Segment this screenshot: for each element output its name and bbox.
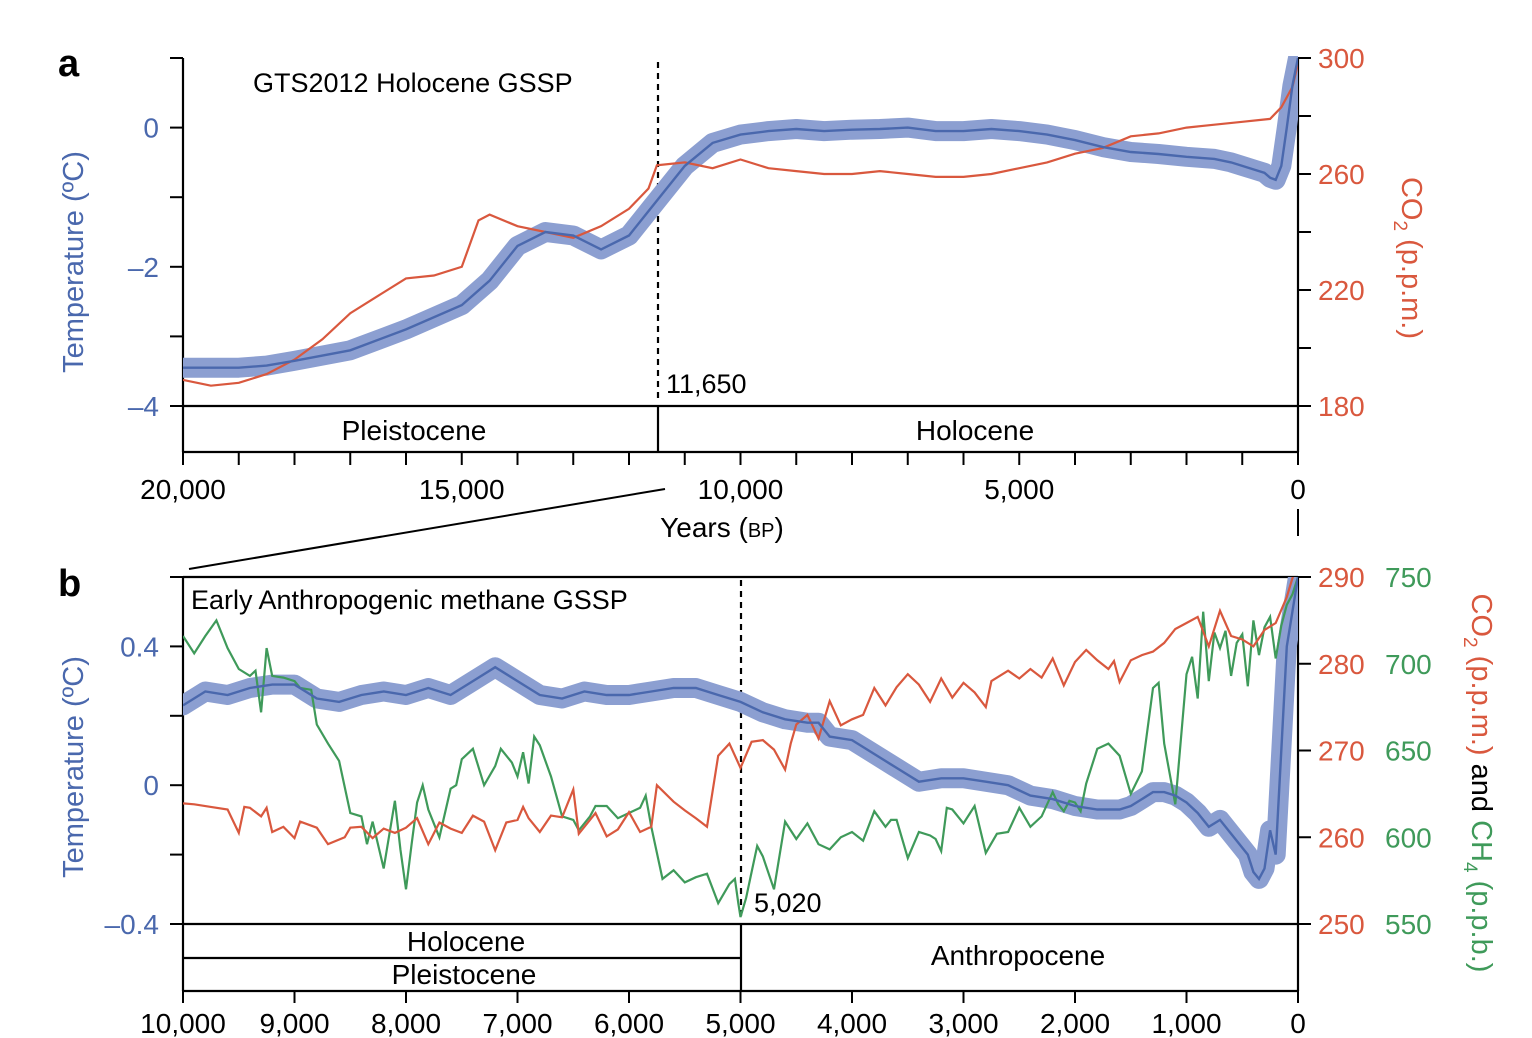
- panel-a-x-axis-label: Years (BP): [660, 512, 784, 543]
- panel-a-right-ticks: 300 260 220 180: [1298, 43, 1365, 422]
- panel-b: b Early Anthropogenic methane GSSP 5,020…: [58, 562, 1497, 1038]
- co2-tick-label: 250: [1318, 909, 1365, 940]
- y-left-tick-label: –4: [128, 391, 159, 422]
- temperature-series-line: [183, 57, 1298, 369]
- ch4-tick-label: 750: [1385, 562, 1432, 593]
- panel-b-right-axis-label: CO2 (p.p.m.) and CH4 (p.p.b.): [1459, 594, 1497, 973]
- x-tick-label: 15,000: [419, 474, 505, 505]
- x-tick-label: 20,000: [140, 474, 226, 505]
- y-right-tick-label: 220: [1318, 275, 1365, 306]
- x-tick-label: 0: [1290, 1008, 1306, 1038]
- panel-b-left-ticks: 0.4 0 –0.4: [105, 576, 183, 940]
- co2-series-line: [183, 63, 1298, 387]
- panel-a-epoch-pleistocene: Pleistocene: [342, 415, 487, 446]
- panel-b-left-axis-label: Temperature (ºC): [58, 656, 90, 878]
- panel-b-epoch-anthropocene: Anthropocene: [931, 940, 1105, 971]
- panel-a-annotation: GTS2012 Holocene GSSP: [253, 68, 573, 98]
- co2-tick-label: 260: [1318, 822, 1365, 853]
- co2-tick-label: 270: [1318, 736, 1365, 767]
- x-tick-label: 3,000: [928, 1008, 998, 1038]
- y-left-tick-label: 0: [143, 770, 159, 801]
- y-right-tick-label: 180: [1318, 391, 1365, 422]
- x-tick-label: 5,000: [705, 1008, 775, 1038]
- panel-b-series: [183, 577, 1298, 918]
- panel-a-right-axis-label: CO2 (p.p.m.): [1389, 177, 1427, 339]
- panel-a-left-ticks: 0 –2 –4: [128, 57, 183, 422]
- panel-a-event-label: 11,650: [666, 369, 747, 399]
- panel-b-epoch-pleistocene: Pleistocene: [392, 959, 537, 990]
- x-tick-label: 7,000: [482, 1008, 552, 1038]
- panel-b-annotation: Early Anthropogenic methane GSSP: [191, 585, 628, 615]
- y-left-tick-label: –0.4: [105, 909, 160, 940]
- panel-a: a GTS2012 Holocene GSSP 11,650 Pleistoce…: [58, 43, 1427, 543]
- x-tick-label: 2,000: [1040, 1008, 1110, 1038]
- panel-b-label: b: [58, 563, 81, 605]
- panel-a-label: a: [58, 43, 80, 85]
- x-tick-label: 1,000: [1151, 1008, 1221, 1038]
- x-tick-label: 8,000: [371, 1008, 441, 1038]
- y-right-tick-label: 260: [1318, 159, 1365, 190]
- ch4-tick-label: 600: [1385, 822, 1432, 853]
- zoom-connector-line: [188, 488, 666, 570]
- panel-a-left-axis-label: Temperature (ºC): [58, 151, 90, 373]
- ch4-series-line: [183, 577, 1298, 918]
- ch4-tick-label: 550: [1385, 909, 1432, 940]
- panel-b-event-label: 5,020: [754, 888, 822, 918]
- y-right-tick-label: 300: [1318, 43, 1365, 74]
- co2-series-line: [183, 577, 1294, 854]
- co2-tick-label: 280: [1318, 649, 1365, 680]
- x-tick-label: 10,000: [140, 1008, 226, 1038]
- x-tick-label: 4,000: [817, 1008, 887, 1038]
- co2-tick-label: 290: [1318, 562, 1365, 593]
- x-tick-label: 5,000: [984, 474, 1054, 505]
- panel-a-series: [183, 56, 1298, 387]
- x-tick-label: 9,000: [259, 1008, 329, 1038]
- ch4-tick-label: 650: [1385, 736, 1432, 767]
- x-tick-label: 0: [1290, 474, 1306, 505]
- x-tick-label: 6,000: [594, 1008, 664, 1038]
- ch4-tick-label: 700: [1385, 649, 1432, 680]
- panel-b-epoch-holocene: Holocene: [407, 926, 525, 957]
- x-tick-label: 10,000: [698, 474, 784, 505]
- panel-b-x-ticks: 10,000 9,000 8,000 7,000 6,000 5,000 4,000 3,00…: [140, 991, 1306, 1038]
- y-left-tick-label: 0.4: [120, 631, 159, 662]
- y-left-tick-label: –2: [128, 252, 159, 283]
- panel-b-right-ticks: 290 280 270 260 250 750 700 650 600 550: [1298, 562, 1432, 940]
- y-left-tick-label: 0: [143, 113, 159, 144]
- panel-a-x-ticks: 20,000 15,000 10,000 5,000 0: [140, 452, 1306, 505]
- panel-a-epoch-holocene: Holocene: [916, 415, 1034, 446]
- temperature-series-line: [183, 577, 1298, 882]
- temperature-uncertainty-band: [183, 56, 1298, 378]
